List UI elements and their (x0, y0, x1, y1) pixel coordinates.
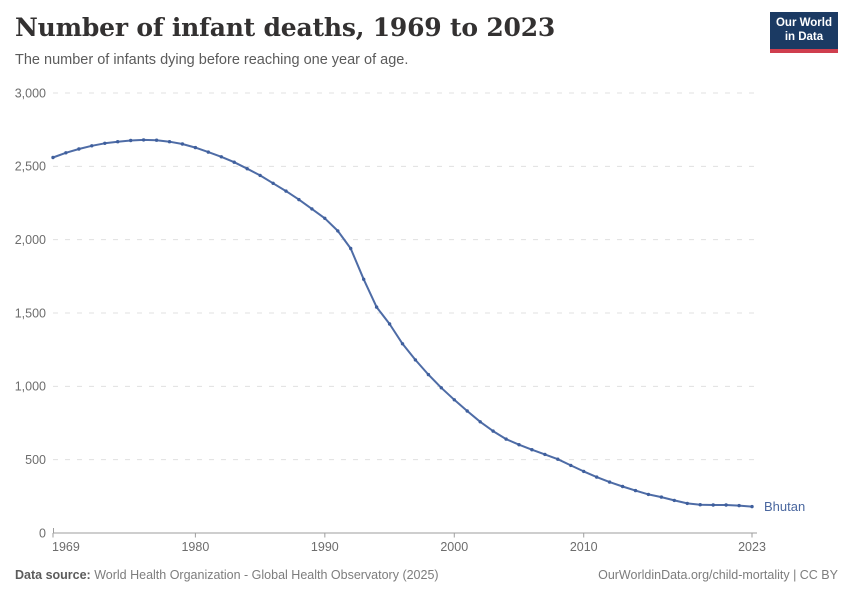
x-tick-label-2010: 2010 (570, 540, 598, 554)
data-point-2020[interactable] (711, 503, 715, 507)
data-point-2013[interactable] (620, 484, 625, 489)
data-point-2002[interactable] (478, 420, 482, 424)
data-point-2017[interactable] (672, 498, 676, 503)
data-point-2014[interactable] (633, 488, 638, 493)
x-tick-label-1980: 1980 (181, 540, 209, 554)
series-end-label: Bhutan (764, 499, 805, 514)
data-point-2023[interactable] (750, 504, 754, 509)
data-point-2001[interactable] (465, 409, 469, 413)
data-point-1976[interactable] (141, 138, 146, 142)
x-tick-label-2000: 2000 (440, 540, 468, 554)
data-point-2016[interactable] (659, 495, 664, 499)
data-point-1977[interactable] (154, 138, 159, 142)
data-point-2005[interactable] (517, 443, 521, 447)
data-source: Data source: World Health Organization -… (15, 568, 439, 582)
data-point-2011[interactable] (595, 475, 599, 479)
data-point-1980[interactable] (193, 145, 198, 150)
data-point-1975[interactable] (129, 138, 133, 143)
y-tick-label-0: 0 (39, 526, 46, 540)
x-tick-label-1990: 1990 (311, 540, 339, 554)
data-point-2007[interactable] (543, 452, 547, 457)
data-point-1983[interactable] (232, 160, 236, 164)
chart-header: Number of infant deaths, 1969 to 2023 Th… (15, 13, 750, 70)
data-point-2021[interactable] (724, 503, 728, 507)
data-point-1998[interactable] (426, 372, 431, 377)
data-point-2022[interactable] (737, 503, 741, 508)
data-point-1987[interactable] (284, 189, 288, 193)
credit-link[interactable]: OurWorldinData.org/child-mortality | CC … (598, 568, 838, 582)
y-tick-label-3000: 3,000 (15, 86, 46, 100)
data-point-1994[interactable] (374, 305, 379, 309)
data-point-1982[interactable] (219, 155, 223, 159)
page-title: Number of infant deaths, 1969 to 2023 (15, 13, 556, 42)
data-point-2003[interactable] (491, 429, 495, 433)
chart-footer: Data source: World Health Organization -… (15, 568, 838, 582)
data-point-2009[interactable] (569, 463, 573, 468)
data-point-1971[interactable] (77, 147, 81, 151)
data-point-1996[interactable] (400, 342, 405, 346)
x-tick-label-1969: 1969 (52, 540, 80, 554)
data-source-text: World Health Organization - Global Healt… (90, 568, 439, 582)
data-point-1974[interactable] (116, 140, 120, 144)
data-point-2008[interactable] (556, 457, 560, 461)
data-point-1973[interactable] (103, 141, 107, 145)
data-point-2012[interactable] (607, 480, 612, 484)
data-point-1988[interactable] (297, 197, 301, 202)
data-point-2006[interactable] (530, 448, 534, 452)
data-point-1991[interactable] (336, 229, 340, 233)
data-point-1995[interactable] (387, 322, 392, 326)
data-point-1985[interactable] (258, 173, 262, 178)
y-tick-label-2000: 2,000 (15, 233, 46, 247)
data-point-1978[interactable] (167, 140, 172, 144)
data-point-1999[interactable] (439, 386, 443, 390)
data-point-1986[interactable] (271, 181, 275, 185)
data-point-1972[interactable] (90, 144, 94, 148)
x-tick-label-2023: 2023 (738, 540, 766, 554)
series-line-bhutan[interactable] (52, 138, 753, 508)
data-point-1989[interactable] (310, 207, 314, 211)
data-point-1990[interactable] (323, 216, 327, 220)
owid-logo-text: Our World in Data (775, 16, 832, 43)
data-point-2000[interactable] (452, 398, 456, 402)
data-source-label: Data source: (15, 568, 91, 582)
data-point-1969[interactable] (51, 155, 55, 160)
y-tick-label-1500: 1,500 (15, 306, 46, 320)
data-point-1993[interactable] (362, 277, 366, 281)
data-point-2004[interactable] (504, 437, 508, 441)
y-tick-label-1000: 1,000 (15, 380, 46, 394)
owid-logo[interactable]: Our World in Data (770, 12, 838, 53)
data-point-1984[interactable] (245, 167, 249, 171)
data-point-2019[interactable] (698, 503, 702, 507)
data-point-1981[interactable] (206, 150, 210, 154)
data-point-2015[interactable] (646, 492, 651, 497)
data-point-1992[interactable] (349, 246, 353, 251)
data-point-1970[interactable] (64, 151, 68, 155)
chart-subtitle: The number of infants dying before reach… (15, 51, 409, 68)
data-point-1979[interactable] (180, 142, 185, 146)
y-tick-label-2500: 2,500 (15, 160, 46, 174)
data-point-2018[interactable] (685, 501, 689, 506)
data-point-2010[interactable] (582, 469, 586, 474)
data-point-1997[interactable] (413, 358, 418, 362)
y-tick-label-500: 500 (25, 453, 46, 467)
